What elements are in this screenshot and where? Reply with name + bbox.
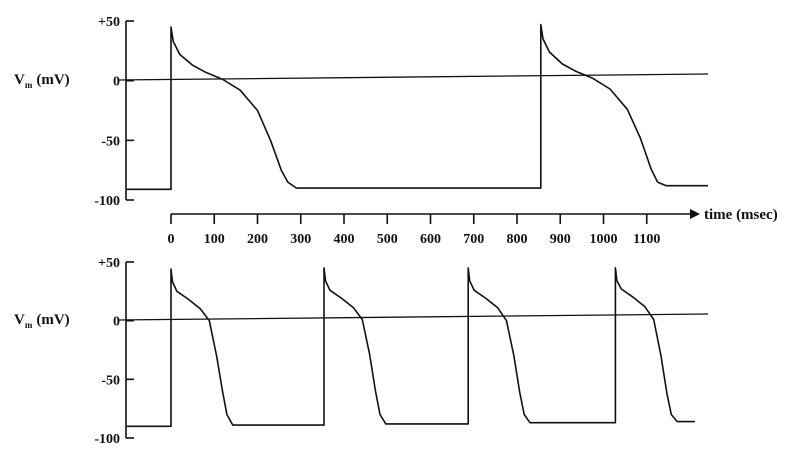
y-axis-title: Vm (mV): [14, 72, 70, 90]
x-tick-label: 900: [550, 232, 571, 247]
x-tick-label: 1100: [633, 232, 660, 247]
x-tick-label: 100: [204, 232, 225, 247]
x-tick-label: 700: [463, 232, 484, 247]
zero-reference-line: [117, 313, 709, 321]
zero-reference-line: [117, 73, 709, 81]
y-tick-label: -100: [94, 432, 120, 447]
bottom-panel: +50 0 -50 -100 Vm (mV): [14, 256, 709, 447]
y-tick-label: -50: [101, 373, 120, 388]
x-tick-label: 300: [290, 232, 311, 247]
top-panel: +50 0 -50 -100 Vm (mV) 0 100 200 300 400 500 600 700 8…: [14, 15, 778, 247]
x-tick-label: 200: [247, 232, 268, 247]
y-tick-label: -100: [94, 194, 120, 209]
x-tick-label: 400: [334, 232, 355, 247]
action-potential-trace: [126, 267, 695, 428]
action-potential-trace: [126, 23, 708, 191]
x-tick-label: 800: [507, 232, 528, 247]
y-tick-label: -50: [101, 134, 120, 149]
y-tick-label: +50: [98, 256, 120, 271]
x-axis-arrow-icon: [690, 209, 700, 219]
y-axis-title: Vm (mV): [14, 312, 70, 330]
y-tick-label: +50: [98, 15, 120, 30]
x-tick-label: 600: [420, 232, 441, 247]
x-tick-label: 0: [168, 232, 175, 247]
x-axis-title: time (msec): [704, 207, 778, 223]
x-tick-label: 500: [377, 232, 398, 247]
y-tick-label: 0: [113, 75, 120, 90]
y-tick-label: 0: [113, 315, 120, 330]
x-tick-label: 1000: [590, 232, 618, 247]
